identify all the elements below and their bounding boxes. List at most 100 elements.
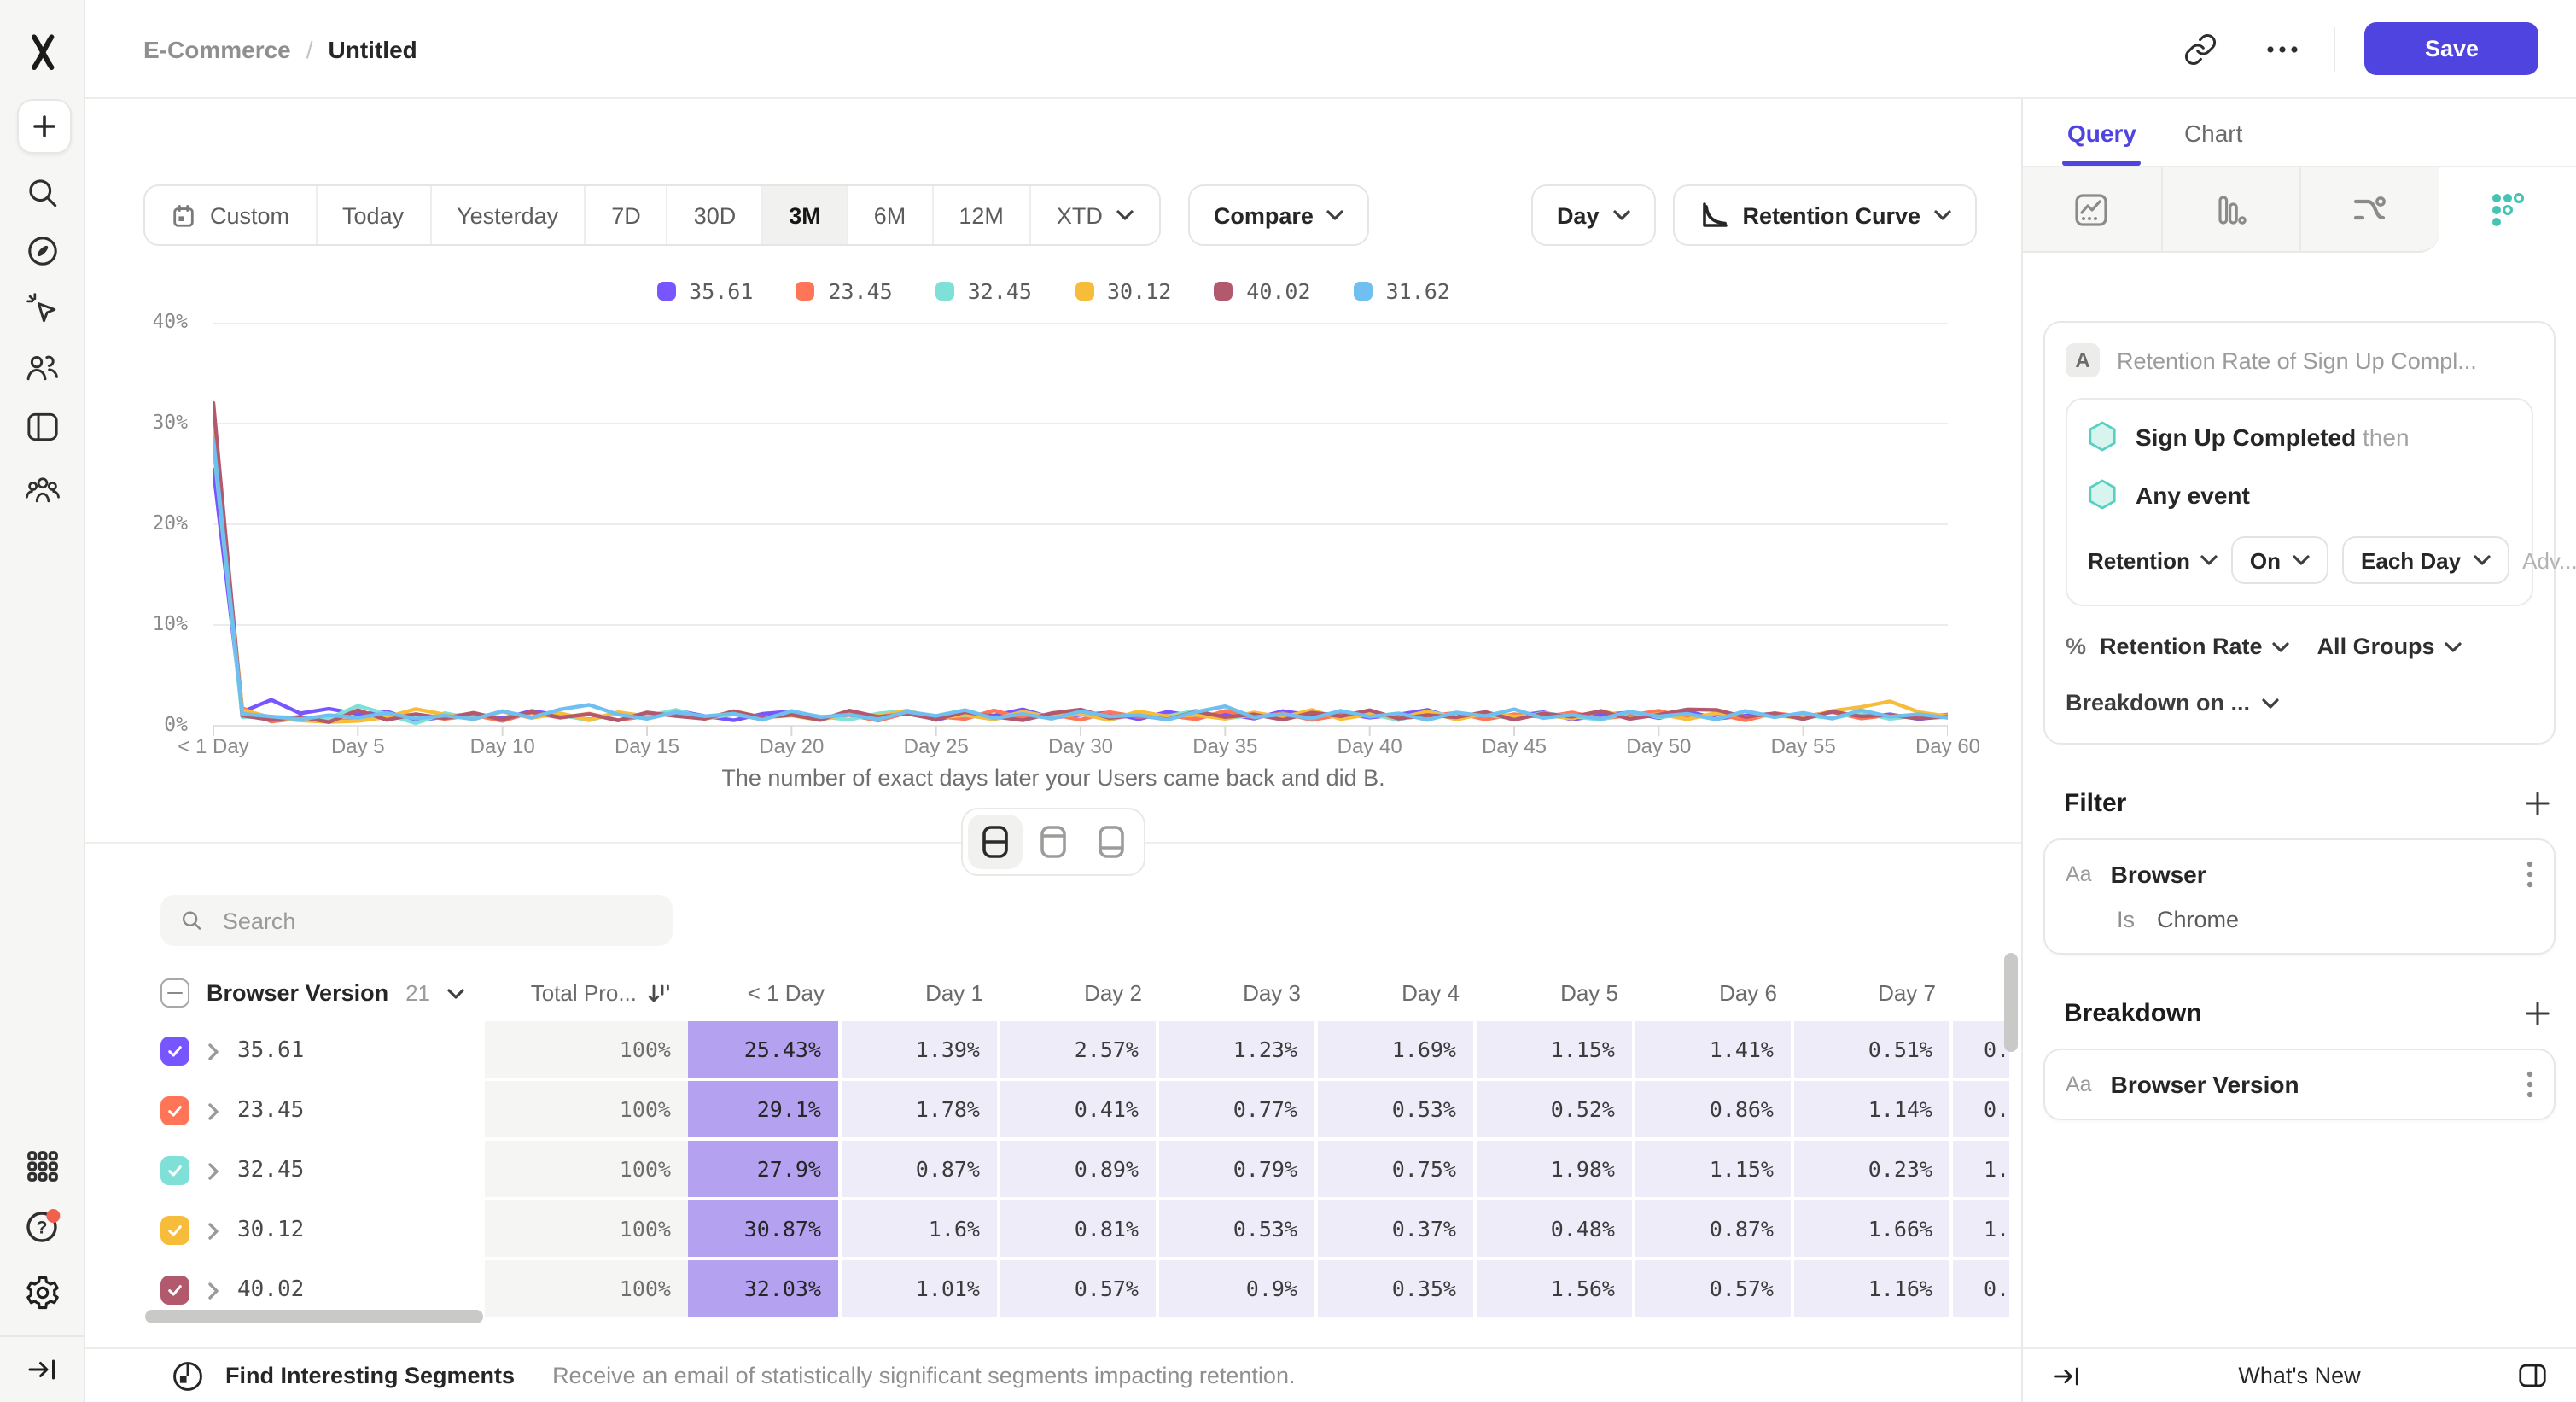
- chart-type-insights-icon[interactable]: [2023, 167, 2162, 253]
- day-column-header[interactable]: Day 6: [1719, 980, 1777, 1006]
- chart-view-button[interactable]: Retention Curve: [1672, 184, 1977, 246]
- range-xtd[interactable]: XTD: [1031, 186, 1159, 244]
- day-column-header[interactable]: < 1 Day: [747, 980, 825, 1006]
- create-new-button[interactable]: [17, 99, 72, 154]
- range-3m[interactable]: 3M: [763, 186, 848, 244]
- select-all-checkbox[interactable]: [160, 978, 189, 1008]
- range-30d[interactable]: 30D: [668, 186, 764, 244]
- expand-row-icon[interactable]: [207, 1101, 220, 1121]
- retention-type-dropdown[interactable]: Retention: [2088, 547, 2218, 573]
- legend-item[interactable]: 32.45: [935, 278, 1032, 304]
- cohorts-icon[interactable]: [22, 470, 63, 511]
- find-segments-link[interactable]: Find Interesting Segments: [225, 1363, 516, 1388]
- granularity-button[interactable]: Day: [1530, 184, 1656, 246]
- search-input[interactable]: [219, 906, 654, 935]
- add-filter-icon[interactable]: [2525, 791, 2550, 816]
- boards-icon[interactable]: [22, 406, 63, 447]
- more-options-icon[interactable]: [2261, 26, 2305, 71]
- compass-icon[interactable]: [22, 231, 63, 272]
- whats-new-link[interactable]: What's New: [2238, 1363, 2361, 1388]
- breakdown-card[interactable]: Aa Browser Version: [2043, 1049, 2556, 1120]
- filter-value[interactable]: Chrome: [2157, 907, 2240, 932]
- row-checkbox[interactable]: [160, 1096, 189, 1125]
- breakdown-on-dropdown[interactable]: Breakdown on ...: [2066, 690, 2533, 716]
- breadcrumb-current[interactable]: Untitled: [328, 35, 417, 62]
- row-checkbox[interactable]: [160, 1276, 189, 1305]
- table-row[interactable]: 40.02 100% 32.03% 1.01% 0.57% 0.9% 0.35% 1.56% 0…: [143, 1260, 2009, 1320]
- day-column-header[interactable]: Day 7: [1878, 980, 1936, 1006]
- row-checkbox[interactable]: [160, 1216, 189, 1245]
- breakdown-property[interactable]: Browser Version: [2110, 1071, 2299, 1098]
- tab-chart[interactable]: Chart: [2183, 120, 2243, 147]
- each-day-dropdown[interactable]: Each Day: [2342, 536, 2509, 584]
- event-step-a[interactable]: Sign Up Completed then: [2088, 420, 2511, 453]
- groups-dropdown[interactable]: All Groups: [2317, 634, 2462, 659]
- layout-table-only-button[interactable]: [1084, 815, 1139, 869]
- query-title[interactable]: Retention Rate of Sign Up Compl...: [2117, 348, 2477, 373]
- filter-operator[interactable]: Is: [2117, 907, 2136, 932]
- total-column-header[interactable]: Total Pro...: [530, 980, 637, 1006]
- row-checkbox[interactable]: [160, 1037, 189, 1066]
- settings-gear-icon[interactable]: [22, 1272, 63, 1313]
- breadcrumb-parent[interactable]: E-Commerce: [143, 35, 291, 62]
- legend-item[interactable]: 31.62: [1353, 278, 1450, 304]
- day-column-header[interactable]: Day 2: [1084, 980, 1142, 1006]
- layout-chart-only-button[interactable]: [1026, 815, 1081, 869]
- breakdown-menu-icon[interactable]: [2526, 1071, 2533, 1098]
- expand-sidebar-icon[interactable]: [22, 1349, 63, 1390]
- event-step-b[interactable]: Any event: [2088, 478, 2511, 511]
- legend-item[interactable]: 35.61: [656, 278, 753, 304]
- tab-query[interactable]: Query: [2061, 120, 2142, 166]
- expand-row-icon[interactable]: [207, 1160, 220, 1181]
- users-icon[interactable]: [22, 347, 63, 388]
- expand-row-icon[interactable]: [207, 1041, 220, 1061]
- table-row[interactable]: 35.61 100% 25.43% 1.39% 2.57% 1.23% 1.69% 1.15%…: [143, 1021, 2009, 1081]
- filter-menu-icon[interactable]: [2526, 861, 2533, 888]
- day-column-header[interactable]: Day 3: [1243, 980, 1301, 1006]
- copy-link-icon[interactable]: [2179, 26, 2223, 71]
- filter-property[interactable]: Browser: [2110, 861, 2206, 888]
- day-column-header[interactable]: Day 5: [1560, 980, 1618, 1006]
- add-breakdown-icon[interactable]: [2525, 1001, 2550, 1026]
- range-yesterday[interactable]: Yesterday: [431, 186, 586, 244]
- range-7d[interactable]: 7D: [586, 186, 668, 244]
- group-column-chevron[interactable]: [447, 988, 464, 998]
- table-row[interactable]: 23.45 100% 29.1% 1.78% 0.41% 0.77% 0.53% 0.52% 0…: [143, 1081, 2009, 1141]
- range-today[interactable]: Today: [317, 186, 432, 244]
- advanced-dropdown[interactable]: Adv...: [2522, 547, 2576, 573]
- range-12m[interactable]: 12M: [933, 186, 1031, 244]
- group-column-header[interactable]: Browser Version: [207, 980, 389, 1006]
- range-custom[interactable]: Custom: [145, 186, 318, 244]
- on-dropdown[interactable]: On: [2230, 536, 2329, 584]
- expand-row-icon[interactable]: [207, 1220, 220, 1241]
- apps-grid-icon[interactable]: [22, 1146, 63, 1187]
- expand-row-icon[interactable]: [207, 1280, 220, 1300]
- retention-line-chart[interactable]: [213, 323, 1948, 739]
- chart-type-funnels-icon[interactable]: [2162, 167, 2301, 253]
- search-icon[interactable]: [22, 172, 63, 213]
- side-panel-icon[interactable]: [2509, 1353, 2554, 1398]
- table-row[interactable]: 32.45 100% 27.9% 0.87% 0.89% 0.79% 0.75% 1.98% 1…: [143, 1141, 2009, 1200]
- mixpanel-logo-icon[interactable]: [22, 31, 63, 72]
- help-icon[interactable]: ?: [22, 1206, 63, 1247]
- filter-card[interactable]: Aa Browser Is Chrome: [2043, 838, 2556, 955]
- vertical-scrollbar[interactable]: [2004, 953, 2018, 1052]
- day-column-header[interactable]: Day 1: [925, 980, 983, 1006]
- chart-type-flows-icon[interactable]: [2301, 167, 2439, 253]
- save-button[interactable]: Save: [2364, 22, 2538, 75]
- sort-icon[interactable]: [647, 981, 671, 1005]
- legend-item[interactable]: 23.45: [796, 278, 893, 304]
- legend-item[interactable]: 40.02: [1214, 278, 1311, 304]
- collapse-panel-icon[interactable]: [2045, 1353, 2089, 1398]
- horizontal-scrollbar[interactable]: [145, 1310, 483, 1323]
- metric-dropdown[interactable]: Retention Rate: [2100, 634, 2290, 659]
- range-6m[interactable]: 6M: [848, 186, 934, 244]
- layout-split-button[interactable]: [968, 815, 1023, 869]
- day-column-header[interactable]: Day 4: [1402, 980, 1460, 1006]
- legend-item[interactable]: 30.12: [1075, 278, 1171, 304]
- chart-type-retention-icon[interactable]: [2439, 167, 2576, 253]
- row-checkbox[interactable]: [160, 1156, 189, 1185]
- table-row[interactable]: 30.12 100% 30.87% 1.6% 0.81% 0.53% 0.37% 0.48% 0…: [143, 1200, 2009, 1260]
- cursor-click-icon[interactable]: [22, 289, 63, 330]
- compare-button[interactable]: Compare: [1187, 184, 1370, 246]
